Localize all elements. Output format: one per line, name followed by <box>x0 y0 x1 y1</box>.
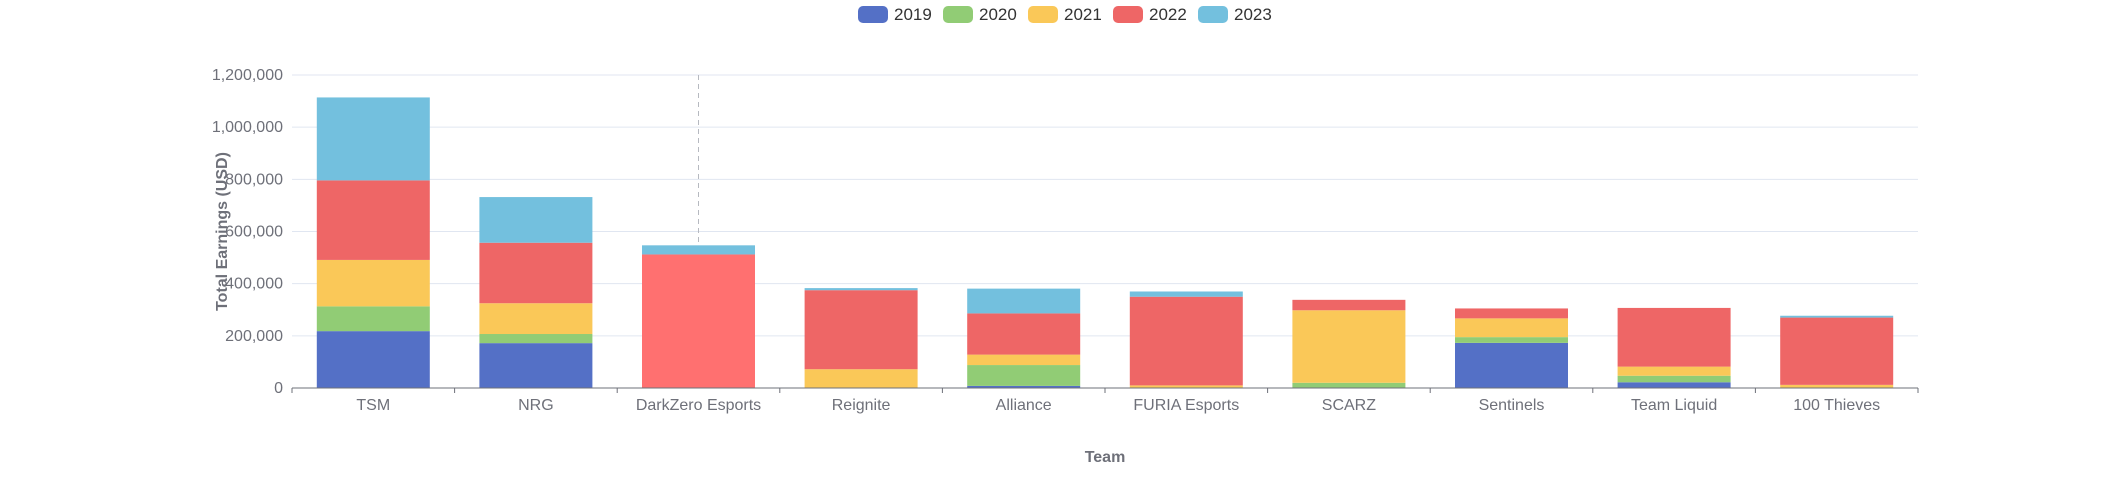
bar-segment[interactable] <box>1617 307 1731 367</box>
legend[interactable]: 2019 2020 2021 2022 2023 <box>858 5 1272 24</box>
bar-segment[interactable] <box>479 242 593 304</box>
legend-item[interactable]: 2019 <box>858 5 932 24</box>
bar-segment[interactable] <box>967 365 1081 386</box>
bar-segment[interactable] <box>1617 375 1731 383</box>
legend-item[interactable]: 2021 <box>1028 5 1102 24</box>
bar-segment[interactable] <box>1292 382 1406 388</box>
bar-segment[interactable] <box>967 313 1081 355</box>
bar-segment[interactable] <box>479 343 593 388</box>
bar-segment[interactable] <box>642 245 755 255</box>
y-tick-label: 1,200,000 <box>212 67 283 84</box>
bar-segment[interactable] <box>804 288 918 291</box>
y-axis-title: Total Earnings (USD) <box>214 152 231 311</box>
x-tick-label: FURIA Esports <box>1133 397 1239 414</box>
x-tick-label: Team Liquid <box>1631 397 1717 414</box>
legend-item[interactable]: 2022 <box>1113 5 1187 24</box>
bar-segment[interactable] <box>316 306 430 332</box>
x-tick-label: TSM <box>356 397 390 414</box>
legend-label: 2022 <box>1149 5 1187 24</box>
bar-segment[interactable] <box>1129 385 1243 388</box>
bar-segment[interactable] <box>1129 296 1243 386</box>
x-tick-label: DarkZero Esports <box>636 397 761 414</box>
legend-label: 2021 <box>1064 5 1102 24</box>
x-tick-label: SCARZ <box>1322 397 1376 414</box>
y-axis-ticks: 0 200,000 400,000 600,000 800,000 1,000,000 1,… <box>212 67 283 397</box>
x-tick-label: 100 Thieves <box>1793 397 1880 414</box>
bar-segment[interactable] <box>316 180 430 260</box>
legend-label: 2023 <box>1234 5 1272 24</box>
legend-swatch <box>858 6 888 23</box>
bar-segment[interactable] <box>1129 291 1243 297</box>
bar-segment[interactable] <box>967 288 1081 314</box>
bar-segment[interactable] <box>1617 366 1731 376</box>
legend-swatch <box>1113 6 1143 23</box>
legend-label: 2019 <box>894 5 932 24</box>
bar-segment[interactable] <box>1780 384 1894 388</box>
y-tick-label: 1,000,000 <box>212 119 283 136</box>
y-tick-label: 800,000 <box>225 171 283 188</box>
bar-segment[interactable] <box>479 303 593 335</box>
bar-segment[interactable] <box>967 354 1081 366</box>
bar-segment[interactable] <box>1455 337 1568 343</box>
y-tick-label: 200,000 <box>225 328 283 345</box>
bar-segment[interactable] <box>1617 382 1731 388</box>
legend-swatch <box>1028 6 1058 23</box>
bar-segment[interactable] <box>479 197 593 243</box>
x-axis-title: Team <box>1085 449 1126 466</box>
bar-segment[interactable] <box>804 290 918 370</box>
legend-swatch <box>1198 6 1228 23</box>
bar-segment[interactable] <box>316 331 430 388</box>
bar-segment[interactable] <box>316 259 430 307</box>
bar-segment[interactable] <box>1292 299 1406 311</box>
x-tick-label: Reignite <box>832 397 891 414</box>
bar-segment[interactable] <box>967 385 1081 388</box>
legend-item[interactable]: 2023 <box>1198 5 1272 24</box>
legend-swatch <box>943 6 973 23</box>
bar-segment[interactable] <box>1292 310 1406 383</box>
bar-segment[interactable] <box>316 97 430 181</box>
bar-segment[interactable] <box>1455 318 1568 338</box>
x-tick-label: Sentinels <box>1479 397 1545 414</box>
x-tick-label: Alliance <box>996 397 1052 414</box>
x-axis-ticks: TSM NRG DarkZero Esports Reignite Alliance FU… <box>291 388 1919 414</box>
bar-segment[interactable] <box>1780 317 1894 385</box>
legend-label: 2020 <box>979 5 1017 24</box>
bar-segment[interactable] <box>804 369 918 388</box>
x-tick-label: NRG <box>518 397 554 414</box>
y-tick-label: 600,000 <box>225 224 283 241</box>
bar-segment[interactable] <box>642 254 755 388</box>
bar-segment[interactable] <box>1455 308 1568 319</box>
bar-segment[interactable] <box>1455 342 1568 388</box>
y-tick-label: 0 <box>274 380 283 397</box>
legend-item[interactable]: 2020 <box>943 5 1017 24</box>
bar-segment[interactable] <box>479 334 593 344</box>
y-tick-label: 400,000 <box>225 276 283 293</box>
bar-segment[interactable] <box>1780 315 1894 318</box>
bars <box>316 97 1894 388</box>
